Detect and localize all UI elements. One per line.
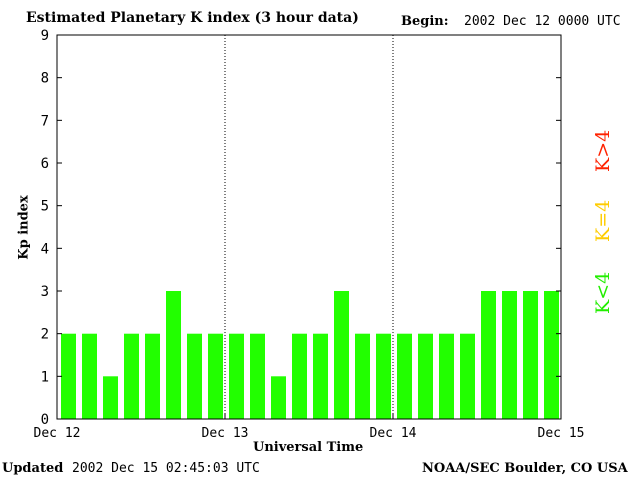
begin-value: 2002 Dec 12 0000 UTC — [464, 14, 621, 29]
kp-bar — [292, 333, 307, 419]
y-tick-label: 0 — [41, 412, 49, 428]
y-tick-label: 7 — [41, 113, 49, 129]
kp-bar — [82, 333, 97, 419]
kp-bar — [397, 333, 412, 419]
kp-bar — [103, 376, 118, 419]
updated-label: Updated — [2, 461, 64, 476]
y-tick-label: 9 — [41, 28, 49, 44]
updated-value: 2002 Dec 15 02:45:03 UTC — [72, 461, 260, 476]
kp-bar — [544, 291, 559, 419]
y-tick-label: 4 — [41, 241, 49, 257]
y-axis-label: Kp index — [16, 195, 32, 260]
kp-bar — [418, 333, 433, 419]
kp-bar — [439, 333, 454, 419]
y-tick-label: 3 — [41, 284, 49, 300]
kp-bar — [187, 333, 202, 419]
legend-k-greater-4: K>4 — [592, 129, 614, 172]
kp-bar — [523, 291, 538, 419]
kp-bar — [271, 376, 286, 419]
y-tick-label: 8 — [41, 71, 49, 87]
kp-bar — [355, 333, 370, 419]
legend-k-less-4: K<4 — [592, 271, 614, 314]
plot-frame — [56, 34, 562, 420]
kp-bar — [124, 333, 139, 419]
kp-bar — [229, 333, 244, 419]
kp-bar — [334, 291, 349, 419]
x-tick-label: Dec 13 — [202, 426, 249, 441]
kp-bar — [460, 333, 475, 419]
kp-bar — [313, 333, 328, 419]
kp-bar — [166, 291, 181, 419]
kp-bar — [502, 291, 517, 419]
credit-text: NOAA/SEC Boulder, CO USA — [422, 461, 628, 476]
y-tick-label: 5 — [41, 199, 49, 215]
x-axis-label: Universal Time — [253, 440, 364, 455]
chart-title: Estimated Planetary K index (3 hour data… — [26, 10, 359, 26]
legend-k-equal-4: K=4 — [592, 199, 614, 242]
kp-bar — [481, 291, 496, 419]
y-tick-label: 2 — [41, 327, 49, 343]
kp-bar — [208, 333, 223, 419]
kp-bar — [376, 333, 391, 419]
y-tick-label: 1 — [41, 369, 49, 385]
kp-bar — [145, 333, 160, 419]
y-tick-label: 6 — [41, 156, 49, 172]
begin-label: Begin: — [401, 14, 449, 29]
x-tick-label: Dec 12 — [34, 426, 81, 441]
y-axis-label-wrap: Kp index — [12, 180, 36, 280]
kp-bar — [61, 333, 76, 419]
x-tick-label: Dec 14 — [370, 426, 417, 441]
kp-bar — [250, 333, 265, 419]
x-tick-label: Dec 15 — [538, 426, 585, 441]
